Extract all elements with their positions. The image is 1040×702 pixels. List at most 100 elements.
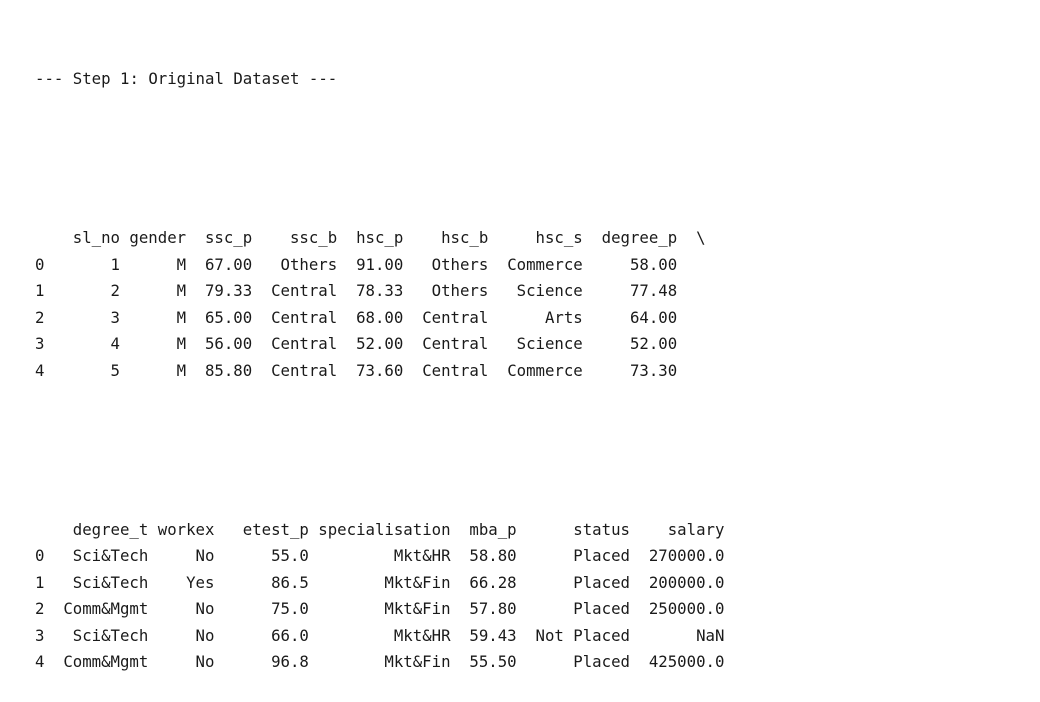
- table-cell: Placed: [573, 572, 630, 592]
- table-cell: Central: [422, 360, 489, 380]
- table-row: 0 1 M 67.00 Others 91.00 Others Commerce 58.00: [35, 252, 724, 279]
- table-cell: Not Placed: [535, 625, 630, 645]
- table-cell: No: [195, 625, 215, 645]
- table-cell: No: [195, 546, 215, 565]
- table-row: 3 4 M 56.00 Central 52.00 Central Science 52.00: [35, 331, 724, 358]
- column-header: gender: [129, 228, 187, 247]
- table-row: 1 Sci&Tech Yes 86.5 Mkt&Fin 66.28 Placed 200000…: [35, 570, 724, 597]
- column-header: sl_no: [72, 228, 120, 247]
- table-cell: Sci&Tech: [72, 546, 149, 565]
- table-cell: Sci&Tech: [72, 572, 149, 592]
- column-header: hsc_p: [356, 228, 404, 247]
- row-index: 2: [35, 307, 45, 327]
- row-index: 3: [35, 334, 45, 353]
- column-header: degree_p: [601, 228, 678, 247]
- table-row: 0 Sci&Tech No 55.0 Mkt&HR 58.80 Placed 270000.0: [35, 543, 724, 570]
- table-cell: Central: [271, 360, 338, 380]
- row-index: 0: [35, 254, 45, 274]
- column-header: ssc_p: [204, 228, 253, 247]
- column-header: status: [573, 519, 630, 539]
- table-cell: 52.00: [356, 334, 404, 353]
- table-cell: M: [176, 360, 187, 380]
- table-cell: 57.80: [469, 599, 517, 618]
- row-index: 0: [35, 546, 45, 565]
- column-header: degree_t: [72, 519, 149, 539]
- table-cell: M: [176, 307, 187, 327]
- table-cell: 85.80: [204, 360, 253, 380]
- table-row: 2 3 M 65.00 Central 68.00 Central Arts 64.00: [35, 305, 724, 332]
- table-cell: 58.80: [469, 546, 517, 565]
- step-title: --- Step 1: Original Dataset ---: [35, 69, 338, 88]
- table-cell: Science: [516, 334, 583, 353]
- table-cell: 56.00: [204, 334, 253, 353]
- table-cell: No: [195, 652, 215, 671]
- table-cell: Yes: [186, 572, 215, 592]
- table-row: 2 Comm&Mgmt No 75.0 Mkt&Fin 57.80 Placed 250000…: [35, 596, 724, 623]
- table-cell: 79.33: [204, 281, 253, 300]
- table-cell: 68.00: [356, 307, 404, 327]
- table-cell: 52.00: [629, 334, 678, 353]
- table-cell: 66.0: [271, 625, 309, 645]
- table-cell: 67.00: [204, 254, 253, 274]
- table-cell: 65.00: [204, 307, 253, 327]
- blank-line: [35, 437, 724, 464]
- table-cell: Comm&Mgmt: [63, 652, 149, 671]
- column-header: etest_p: [242, 519, 309, 539]
- table-cell: 58.00: [629, 254, 678, 274]
- table-cell: 425000.0: [648, 652, 725, 671]
- row-index: 1: [35, 572, 45, 592]
- table-cell: 5: [110, 360, 120, 380]
- table-cell: 64.00: [629, 307, 678, 327]
- table-cell: Mkt&Fin: [384, 652, 451, 671]
- table-cell: Commerce: [507, 254, 583, 274]
- column-header: specialisation: [318, 519, 451, 539]
- table-cell: M: [176, 254, 187, 274]
- table-cell: Mkt&Fin: [384, 599, 451, 618]
- row-index: 2: [35, 599, 45, 618]
- dataframe-part-2: degree_t workex etest_p specialisation mba_p…: [35, 517, 724, 676]
- table-cell: Arts: [544, 307, 583, 327]
- table-cell: Mkt&HR: [393, 625, 451, 645]
- table-cell: Central: [271, 307, 338, 327]
- table-cell: Central: [422, 307, 489, 327]
- table-cell: 4: [110, 334, 120, 353]
- table-cell: M: [176, 281, 187, 300]
- table-cell: 3: [110, 307, 120, 327]
- table-cell: Science: [516, 281, 583, 300]
- table-row: 4 5 M 85.80 Central 73.60 Central Commerce 73.30: [35, 358, 724, 385]
- table-cell: Sci&Tech: [72, 625, 149, 645]
- table-cell: Placed: [573, 652, 630, 671]
- column-header: hsc_s: [535, 228, 583, 247]
- row-index: 4: [35, 360, 45, 380]
- table-header-row: degree_t workex etest_p specialisation mba_p…: [35, 517, 725, 544]
- table-cell: Central: [271, 281, 338, 300]
- table-header-row: sl_no gender ssc_p ssc_b hsc_p hsc_b hsc_s degr…: [35, 225, 724, 252]
- table-cell: Central: [271, 334, 338, 353]
- table-cell: 86.5: [271, 572, 309, 592]
- table-cell: Central: [422, 334, 489, 353]
- table-cell: Mkt&Fin: [384, 572, 451, 592]
- table-cell: Commerce: [507, 360, 583, 380]
- table-cell: 2: [110, 281, 120, 300]
- table-cell: 66.28: [469, 572, 517, 592]
- table-cell: 59.43: [469, 625, 517, 645]
- table-cell: Placed: [573, 546, 630, 565]
- table-cell: 91.00: [356, 254, 404, 274]
- continuation-marker: \: [677, 228, 706, 247]
- row-index: 1: [35, 281, 45, 300]
- table-cell: 77.48: [629, 281, 678, 300]
- table-cell: Comm&Mgmt: [63, 599, 149, 618]
- table-cell: 55.50: [469, 652, 517, 671]
- table-cell: 73.30: [629, 360, 678, 380]
- table-cell: NaN: [696, 625, 725, 645]
- row-index: 3: [35, 625, 45, 645]
- table-cell: M: [176, 334, 187, 353]
- table-cell: 78.33: [356, 281, 404, 300]
- table-row: 1 2 M 79.33 Central 78.33 Others Science 77.48: [35, 278, 724, 305]
- table-cell: 73.60: [356, 360, 404, 380]
- table-cell: Others: [431, 281, 489, 300]
- row-index: 4: [35, 652, 45, 671]
- table-cell: 96.8: [271, 652, 309, 671]
- table-cell: Placed: [573, 599, 630, 618]
- dataframe-part-1: sl_no gender ssc_p ssc_b hsc_p hsc_b hsc_s degr…: [35, 225, 724, 384]
